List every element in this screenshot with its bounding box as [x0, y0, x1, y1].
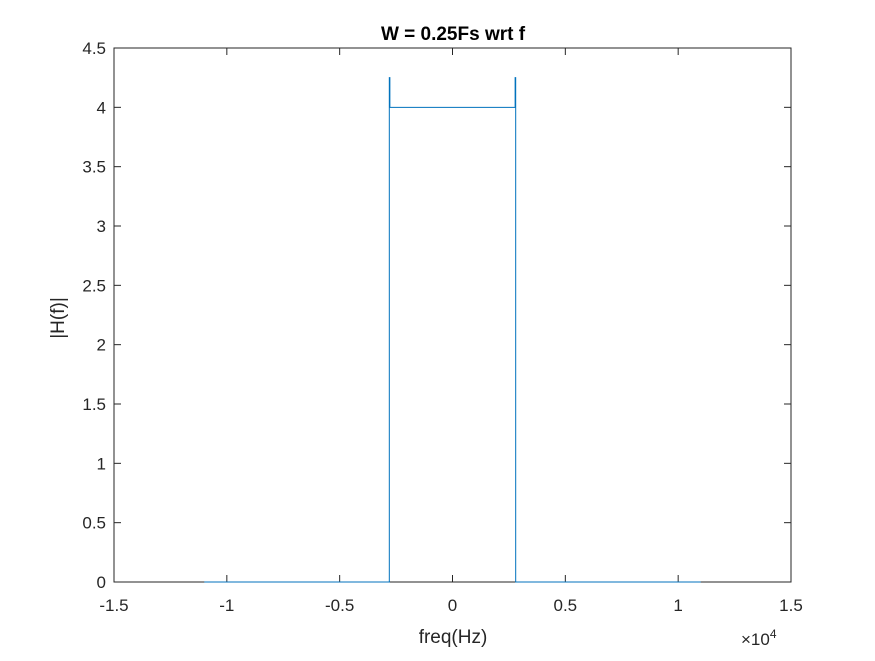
y-tick-label: 3	[97, 217, 106, 236]
x-tick-label: 1	[673, 596, 682, 615]
x-tick-label: 1.5	[779, 596, 803, 615]
y-tick-label: 2	[97, 336, 106, 355]
tick-labels: -1.5 -1 -0.5 0 0.5 1 1.5 0 0.5 1 1.5 2 2.5 3 3.5 4 4.5	[82, 39, 802, 615]
x-exponent-label: ×104	[741, 627, 777, 649]
y-tick-label: 0.5	[82, 514, 106, 533]
y-tick-label: 1.5	[82, 395, 106, 414]
x-tick-label: 0	[448, 596, 457, 615]
x-tick-label: -1.5	[99, 596, 128, 615]
y-tick-label: 2.5	[82, 276, 106, 295]
y-tick-label: 1	[97, 454, 106, 473]
y-tick-label: 4.5	[82, 39, 106, 58]
x-exponent-base: ×10	[741, 630, 770, 649]
x-tick-label: -0.5	[325, 596, 354, 615]
x-tick-label: -1	[219, 596, 234, 615]
series-line-h-f	[204, 77, 701, 583]
y-axis-label: |H(f)|	[48, 297, 69, 339]
x-axis-label: freq(Hz)	[419, 627, 488, 648]
series-layer	[204, 77, 701, 583]
x-exponent-power: 4	[770, 627, 777, 641]
y-tick-label: 3.5	[82, 158, 106, 177]
y-tick-label: 0	[97, 573, 106, 592]
x-tick-label: 0.5	[554, 596, 578, 615]
chart-title: W = 0.25Fs wrt f	[381, 24, 526, 45]
plot-box	[113, 47, 792, 583]
y-tick-label: 4	[97, 98, 106, 117]
axes	[113, 47, 792, 583]
